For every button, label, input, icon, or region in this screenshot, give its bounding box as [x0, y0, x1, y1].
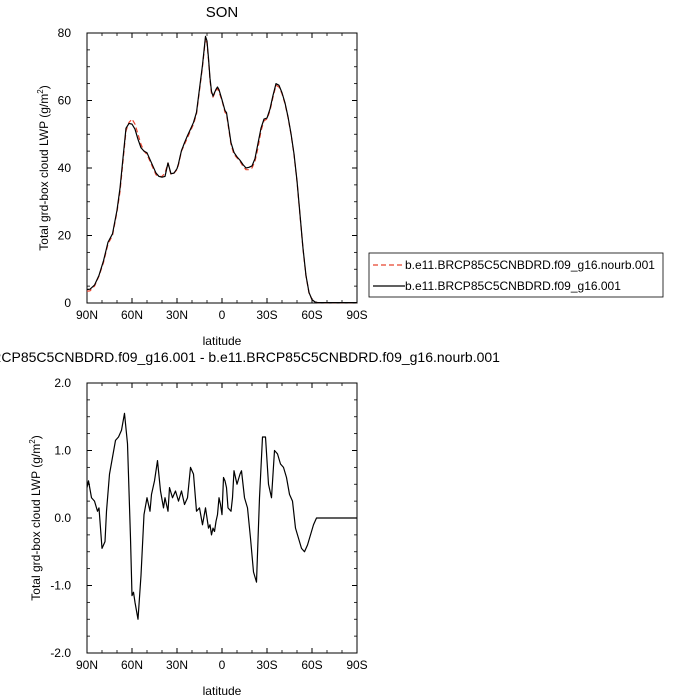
bottom-y-tick-label: 0.0 — [54, 511, 71, 525]
top-chart-title: SON — [206, 4, 239, 21]
bottom-panel: b.e11.BRCP85C5CNBDRD.f09_g16.001 - b.e11… — [0, 349, 500, 698]
top-y-tick-label: 20 — [58, 229, 72, 243]
bottom-y-axis-label-text: Total grd-box cloud LWP (g/m — [29, 444, 43, 601]
top-x-tick-label: 90S — [346, 308, 367, 322]
bottom-chart-title: b.e11.BRCP85C5CNBDRD.f09_g16.001 - b.e11… — [0, 349, 500, 365]
top-y-tick-label: 80 — [58, 26, 72, 40]
top-y-axis-label-close: ) — [37, 85, 51, 89]
top-series-line-0 — [86, 37, 357, 304]
top-x-tick-label: 90N — [76, 308, 98, 322]
top-y-tick-label: 0 — [64, 296, 71, 310]
top-plot-frame — [86, 32, 358, 304]
bottom-y-axis-label-sup: 2 — [28, 439, 37, 444]
bottom-x-tick-label: 30N — [166, 658, 188, 672]
bottom-series-group — [86, 412, 357, 620]
top-x-tick-label: 60N — [121, 308, 143, 322]
top-series-line-1 — [86, 35, 357, 304]
bottom-x-tick-label: 60N — [121, 658, 143, 672]
top-y-axis-label-text: Total grd-box cloud LWP (g/m — [37, 94, 51, 251]
bottom-ticks: 90N 60N 30N 0 30S 60S 90S -2.0 -1.0 0.0 1.0 2.0 — [50, 376, 367, 672]
bottom-y-tick-label: 1.0 — [54, 444, 71, 458]
top-series-group — [86, 35, 357, 304]
top-x-tick-label: 60S — [301, 308, 322, 322]
top-y-tick-label: 60 — [58, 94, 72, 108]
bottom-y-tick-label: -2.0 — [50, 646, 71, 660]
bottom-y-tick-label: -1.0 — [50, 579, 71, 593]
legend-label-nourb: b.e11.BRCP85C5CNBDRD.f09_g16.nourb.001 — [405, 258, 655, 272]
top-panel: SON 90N 60N 30N 0 30S 60S 90S 0 20 40 60 80 latitud… — [36, 4, 664, 348]
top-y-tick-label: 40 — [58, 161, 72, 175]
bottom-x-tick-label: 90N — [76, 658, 98, 672]
top-x-tick-label: 30N — [166, 308, 188, 322]
bottom-x-tick-label: 60S — [301, 658, 322, 672]
bottom-x-axis-label: latitude — [203, 684, 242, 698]
bottom-y-axis-label: Total grd-box cloud LWP (g/m2) — [28, 435, 43, 600]
top-ticks: 90N 60N 30N 0 30S 60S 90S 0 20 40 60 80 — [58, 26, 368, 322]
bottom-x-tick-label: 30S — [256, 658, 277, 672]
bottom-x-tick-label: 0 — [219, 658, 226, 672]
bottom-y-axis-label-close: ) — [29, 435, 43, 439]
top-x-tick-label: 30S — [256, 308, 277, 322]
top-y-axis-label-sup: 2 — [36, 89, 45, 94]
legend-label-base: b.e11.BRCP85C5CNBDRD.f09_g16.001 — [405, 279, 621, 293]
bottom-x-tick-label: 90S — [346, 658, 367, 672]
bottom-series-line-0 — [86, 412, 357, 620]
top-x-axis-label: latitude — [203, 334, 242, 348]
legend-box — [368, 252, 664, 298]
legend: b.e11.BRCP85C5CNBDRD.f09_g16.nourb.001 b… — [368, 252, 664, 298]
bottom-y-tick-label: 2.0 — [54, 376, 71, 390]
top-x-tick-label: 0 — [219, 308, 226, 322]
top-y-axis-label: Total grd-box cloud LWP (g/m2) — [36, 85, 51, 250]
